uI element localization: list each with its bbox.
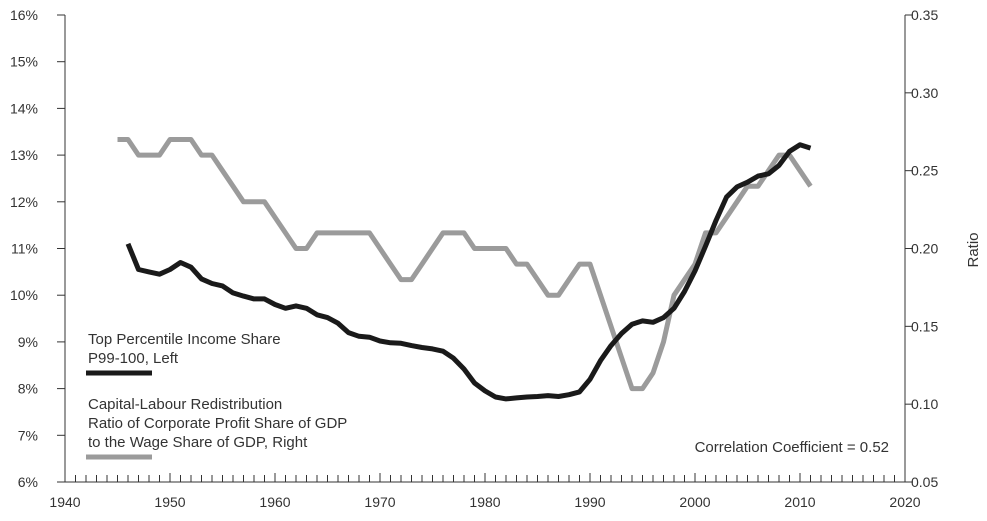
x-tick-label: 1980: [469, 494, 500, 510]
right-tick-label: 0.35: [911, 7, 938, 23]
legend-text: Capital-Labour Redistribution: [88, 396, 282, 413]
left-tick-label: 11%: [11, 241, 38, 257]
legend-text: to the Wage Share of GDP, Right: [88, 434, 308, 451]
left-tick-label: 8%: [18, 381, 38, 397]
correlation-annotation: Correlation Coefficient = 0.52: [695, 439, 889, 456]
left-tick-label: 6%: [18, 474, 38, 490]
legend-text: Ratio of Corporate Profit Share of GDP: [88, 415, 347, 432]
left-y-axis: 6% 7% 8% 9% 10% 11% 12% 13% 14% 15% 16%: [10, 7, 66, 490]
right-tick-label: 0.05: [911, 474, 938, 490]
legend: Top Percentile Income Share P99-100, Left…: [86, 331, 347, 460]
x-tick-label: 1940: [49, 494, 80, 510]
x-tick-label: 1990: [574, 494, 605, 510]
x-axis: 1940 1950 1960 1970 1980 1990 2000 2010 2020: [49, 473, 921, 510]
left-tick-label: 13%: [10, 147, 38, 163]
left-tick-label: 12%: [10, 194, 38, 210]
x-tick-label: 2010: [784, 494, 815, 510]
x-tick-label: 1970: [364, 494, 395, 510]
series-layer: [117, 137, 813, 402]
x-tick-label: 2000: [679, 494, 710, 510]
left-tick-label: 14%: [10, 100, 38, 116]
right-tick-label: 0.25: [911, 163, 938, 179]
left-tick-label: 10%: [10, 287, 38, 303]
right-tick-label: 0.30: [911, 85, 938, 101]
legend-text: Top Percentile Income Share: [88, 331, 281, 348]
series-line-top-percentile: [125, 142, 812, 402]
right-axis-label: Ratio: [965, 232, 982, 267]
x-tick-label: 2020: [889, 494, 920, 510]
x-tick-label: 1960: [259, 494, 290, 510]
x-tick-label: 1950: [154, 494, 185, 510]
right-tick-label: 0.20: [911, 241, 938, 257]
left-tick-label: 7%: [18, 427, 38, 443]
right-y-axis: 0.05 0.10 0.15 0.20 0.25 0.30 0.35: [904, 7, 938, 490]
series-line-capital-labour: [117, 137, 813, 392]
left-tick-label: 16%: [10, 7, 38, 23]
left-tick-label: 15%: [10, 54, 38, 70]
right-tick-label: 0.10: [911, 396, 938, 412]
left-tick-label: 9%: [18, 334, 38, 350]
right-tick-label: 0.15: [911, 318, 938, 334]
legend-text: P99-100, Left: [88, 350, 179, 367]
